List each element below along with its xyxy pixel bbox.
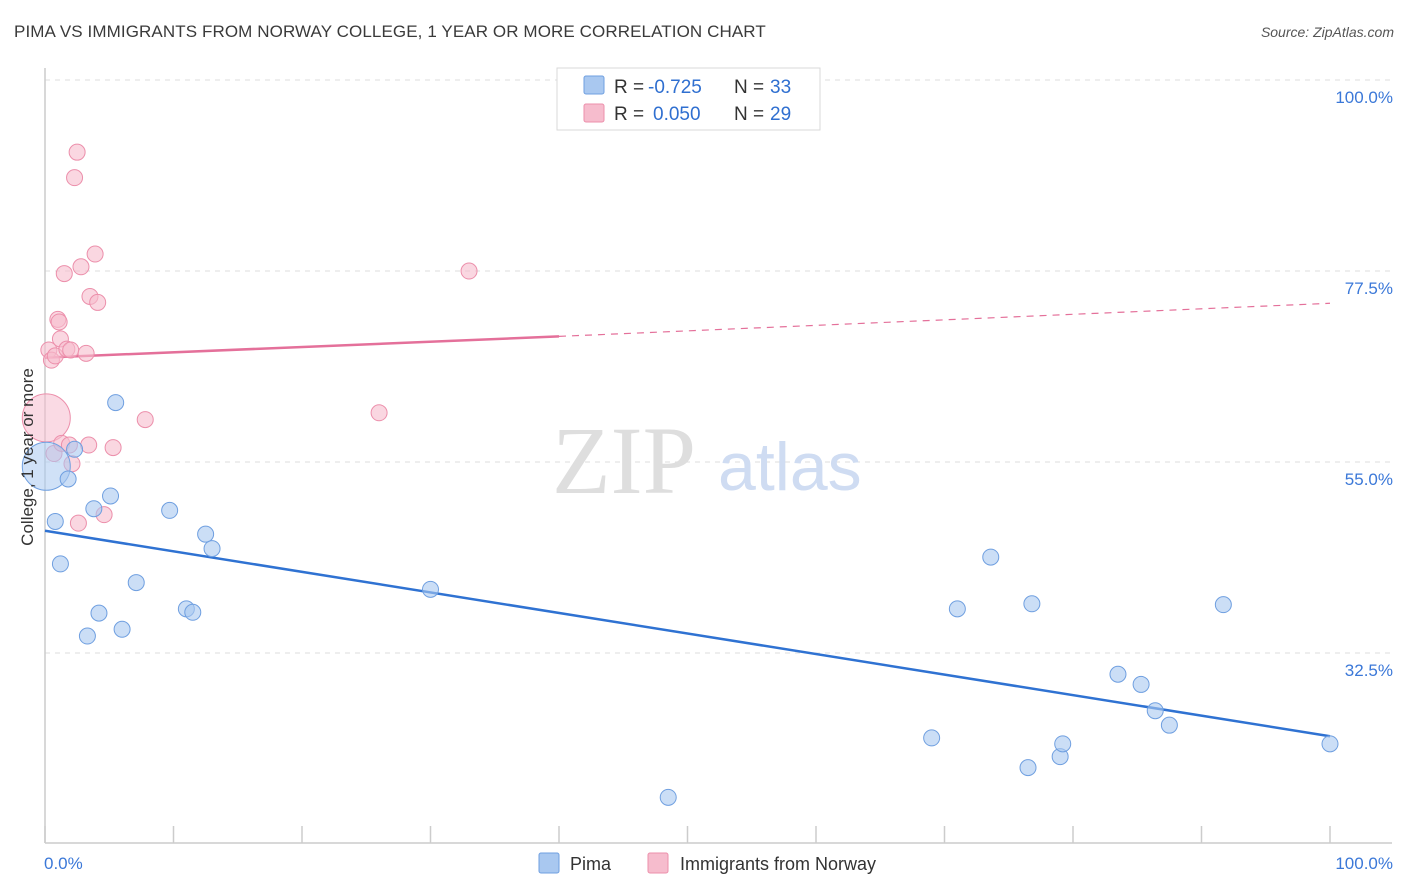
pima-point — [127, 574, 145, 592]
pima-point — [102, 487, 120, 505]
pima-n-value: 33 — [770, 77, 791, 98]
pima-point — [1054, 735, 1072, 753]
pima-point — [1146, 702, 1164, 720]
pima-point — [78, 627, 96, 645]
norway-point — [104, 439, 122, 457]
y-tick-label: 32.5% — [1345, 661, 1393, 680]
pima-point — [1023, 595, 1041, 613]
norway-n-value: 29 — [770, 104, 791, 125]
pima-n-label: N = — [734, 77, 764, 98]
source-label: Source: ZipAtlas.com — [1260, 24, 1394, 40]
norway-point — [89, 293, 107, 311]
watermark-zip: ZIP — [552, 407, 696, 514]
norway-point — [55, 265, 73, 283]
pima-point — [66, 440, 84, 458]
legend-pima-swatch — [538, 852, 560, 874]
pima-point — [1132, 675, 1150, 693]
pima-point — [51, 555, 69, 573]
grid-lines — [45, 79, 1392, 654]
norway-swatch — [583, 103, 605, 123]
pima-point — [1214, 596, 1232, 614]
watermark: ZIP atlas — [552, 407, 862, 514]
norway-trendline-extension — [558, 302, 1331, 337]
x-tick-label: 100.0% — [1335, 854, 1393, 873]
norway-point — [80, 436, 98, 454]
stats-legend: R = -0.725 N = 33 R = 0.050 N = 29 — [556, 67, 821, 131]
norway-point — [62, 341, 80, 359]
pima-point — [184, 603, 202, 621]
pima-point — [21, 441, 71, 491]
pima-point — [1109, 665, 1127, 683]
norway-point — [460, 262, 478, 280]
pima-point — [923, 729, 941, 747]
pima-point — [948, 600, 966, 618]
norway-point — [77, 344, 95, 362]
y-tick-label: 100.0% — [1335, 88, 1393, 107]
pima-trendline — [44, 529, 1331, 738]
norway-point — [370, 404, 388, 422]
pima-swatch — [583, 75, 605, 95]
y-tick-label: 55.0% — [1345, 470, 1393, 489]
legend-pima-label: Pima — [570, 854, 612, 874]
pima-point — [1321, 735, 1339, 753]
norway-point — [86, 245, 104, 263]
tick-labels: 100.0% 77.5% 55.0% 32.5% 0.0% 100.0% — [44, 88, 1393, 873]
y-tick-label: 77.5% — [1345, 279, 1393, 298]
y-axis-title: College, 1 year or more — [18, 368, 37, 546]
pima-point — [107, 394, 125, 412]
norway-trendline — [44, 335, 560, 359]
trendlines — [44, 302, 1331, 738]
watermark-atlas: atlas — [718, 429, 862, 505]
norway-r-label: R = — [614, 104, 644, 125]
pima-point — [659, 788, 677, 806]
pima-r-label: R = — [614, 77, 644, 98]
pima-point — [85, 500, 103, 518]
pima-point — [59, 470, 77, 488]
bottom-legend: Pima Immigrants from Norway — [538, 852, 876, 874]
norway-point — [68, 143, 86, 161]
pima-point — [203, 540, 221, 558]
pima-r-value: -0.725 — [648, 77, 702, 98]
norway-n-label: N = — [734, 104, 764, 125]
norway-point — [136, 411, 154, 429]
norway-point — [50, 313, 68, 331]
pima-point — [46, 512, 64, 530]
data-points — [21, 143, 1339, 806]
pima-point — [1160, 716, 1178, 734]
norway-point — [72, 258, 90, 276]
norway-point — [66, 169, 84, 187]
pima-point — [197, 525, 215, 543]
pima-point — [90, 604, 108, 622]
legend-norway-label: Immigrants from Norway — [680, 854, 876, 874]
pima-point — [161, 501, 179, 519]
norway-r-value: 0.050 — [653, 104, 701, 125]
pima-point — [422, 580, 439, 598]
chart-title: PIMA VS IMMIGRANTS FROM NORWAY COLLEGE, … — [14, 22, 766, 41]
legend-norway-swatch — [647, 852, 669, 874]
x-tick-label: 0.0% — [44, 854, 83, 873]
pima-point — [1019, 759, 1037, 777]
pima-point — [113, 620, 131, 638]
pima-point — [982, 548, 1000, 566]
norway-point — [69, 514, 87, 532]
